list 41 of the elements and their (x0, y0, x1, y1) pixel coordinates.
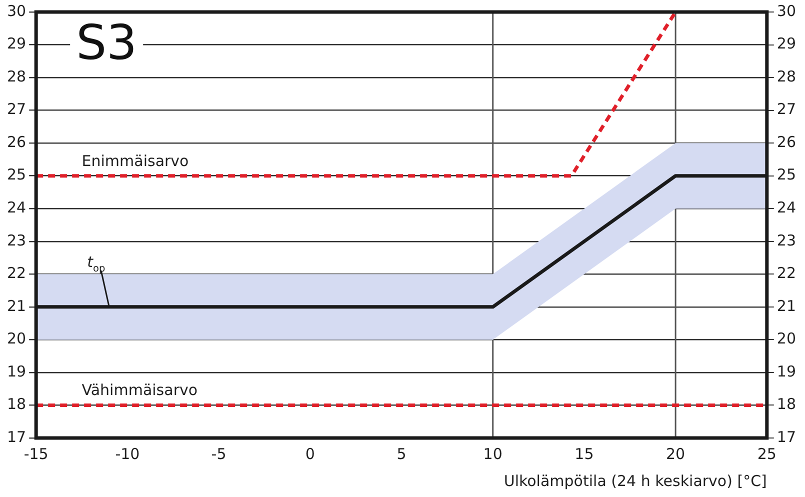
y2-tick-label: 19 (6, 362, 26, 380)
y2-tick-label: 20 (6, 330, 26, 348)
y2-tick-label: 18 (6, 395, 26, 414)
series-label: Enimmäisarvo (82, 152, 189, 170)
y-tick-label: 21 (776, 296, 796, 315)
y2-tick-label: 17 (6, 428, 26, 446)
y2-tick-label: 27 (6, 100, 26, 118)
y-tick-label: 28 (776, 67, 796, 86)
y2-tick-label: 25 (6, 166, 26, 184)
series-label: Vähimmäisarvo (82, 381, 198, 400)
y2-tick-label: 21 (6, 296, 26, 315)
y-tick-label: 17 (776, 428, 796, 446)
y-tick-label: 30 (776, 2, 796, 20)
y-tick-label: 25 (776, 166, 796, 184)
y-tick-label: 24 (776, 198, 796, 217)
x-axis-title: Ulkolämpötila (24 h keskiarvo) [°C] (504, 472, 767, 490)
y2-tick-label: 30 (6, 2, 26, 20)
x-tick-label: -10 (115, 444, 140, 463)
y-tick-label: 20 (776, 330, 796, 348)
y-tick-label: 26 (776, 132, 796, 151)
y-tick-label: 27 (776, 100, 796, 118)
y-tick-label: 22 (776, 264, 796, 282)
x-tick-label: 25 (757, 444, 776, 463)
x-tick-label: 20 (666, 444, 686, 463)
y2-tick-label: 26 (6, 132, 26, 151)
x-tick-label: -15 (24, 444, 48, 463)
y-tick-label: 19 (776, 362, 796, 380)
y2-tick-label: 28 (6, 67, 26, 86)
y-tick-label: 18 (776, 395, 796, 414)
annotation: S3 (76, 15, 138, 72)
y-tick-label: 29 (776, 34, 796, 53)
y2-tick-label: 29 (6, 34, 26, 53)
y2-tick-label: 23 (6, 231, 26, 250)
x-tick-label: 0 (305, 444, 315, 463)
y-tick-label: 23 (776, 231, 796, 250)
x-tick-label: 15 (574, 444, 594, 463)
y2-tick-label: 24 (6, 198, 26, 217)
x-tick-label: -5 (211, 444, 226, 463)
y2-tick-label: 22 (6, 264, 26, 282)
x-tick-label: 10 (483, 444, 502, 463)
x-tick-label: 5 (396, 444, 406, 463)
